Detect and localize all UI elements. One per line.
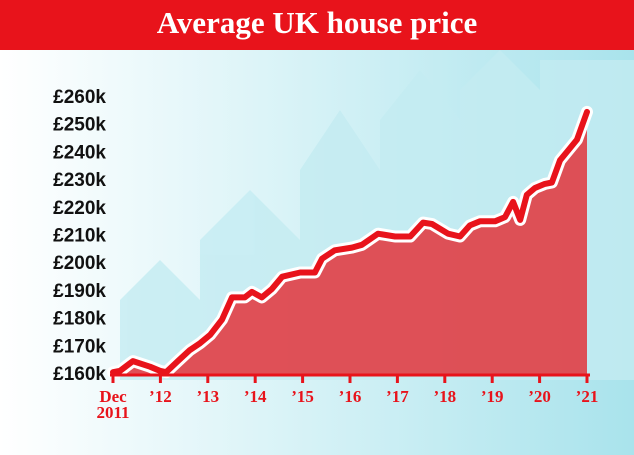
y-tick-label: £260k	[53, 87, 106, 108]
x-tick-label: ’12	[149, 387, 172, 406]
x-tick-label: ’17	[386, 387, 409, 406]
y-tick-label: £170k	[53, 336, 106, 357]
y-tick-label: £200k	[53, 253, 106, 274]
x-tick-label: Dec 2011	[96, 387, 130, 422]
x-tick-label: ’21	[575, 387, 599, 406]
x-tick-label: ’15	[291, 387, 314, 406]
y-tick-label: £190k	[53, 281, 106, 302]
y-tick-label: £180k	[53, 309, 106, 330]
y-tick-label: £220k	[53, 198, 106, 219]
title-banner	[0, 0, 634, 50]
x-tick-label: ’18	[433, 387, 457, 406]
x-tick-label: ’19	[480, 387, 504, 406]
chart-title: Average UK house price	[157, 5, 478, 40]
x-tick-label: ’16	[338, 387, 362, 406]
x-tick-label: ’14	[243, 387, 267, 406]
x-tick-label: ’20	[528, 387, 551, 406]
y-tick-label: £240k	[53, 142, 106, 163]
y-tick-label: £230k	[53, 170, 106, 191]
y-tick-label: £210k	[53, 226, 106, 247]
y-tick-label: £160k	[53, 364, 106, 385]
y-tick-label: £250k	[53, 115, 106, 136]
x-tick-label: ’13	[196, 387, 220, 406]
line	[110, 108, 590, 376]
